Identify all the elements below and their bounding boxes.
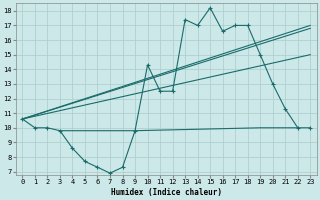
X-axis label: Humidex (Indice chaleur): Humidex (Indice chaleur) bbox=[111, 188, 222, 197]
